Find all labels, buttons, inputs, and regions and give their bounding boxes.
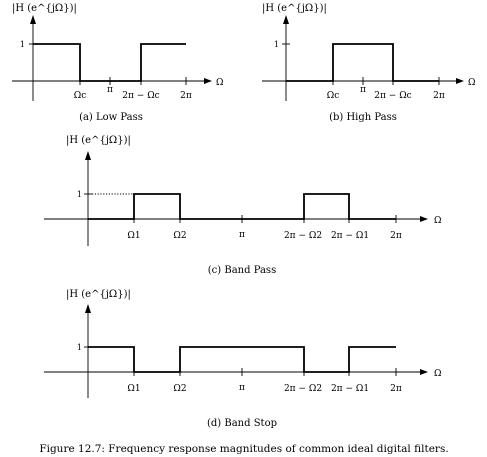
- panel-caption: (d) Band Stop: [207, 418, 277, 429]
- y-axis-arrowhead: [85, 151, 91, 160]
- x-axis-arrowhead: [204, 78, 212, 84]
- unit-label: 1: [20, 40, 25, 49]
- tick-label-omega-2: Ω2: [173, 384, 186, 394]
- unit-label: 1: [274, 40, 279, 49]
- omega-axis-label: Ω: [216, 78, 223, 88]
- response-curve: [88, 193, 396, 220]
- panel-caption: (b) High Pass: [329, 112, 397, 123]
- tick-label-two-pi-minus-omega-2: 2π − Ω2: [284, 384, 322, 394]
- tick-label-two-pi: 2π: [433, 91, 445, 101]
- tick-label-two-pi: 2π: [390, 384, 402, 394]
- magnitude-axis-label: |H (e^{jΩ})|: [66, 289, 131, 300]
- panel-band-pass: 1 |H (e^{jΩ})| Ω Ω1 Ω2 π 2π − Ω2 2π − Ω1…: [44, 135, 441, 276]
- y-axis-arrowhead: [30, 15, 36, 24]
- tick-label-omega-1: Ω1: [127, 384, 140, 394]
- tick-label-two-pi-minus-omega-c: 2π − Ωc: [374, 91, 411, 101]
- tick-label-two-pi-minus-omega-1: 2π − Ω1: [331, 231, 369, 241]
- magnitude-axis-label: |H (e^{jΩ})|: [262, 3, 327, 14]
- tick-label-two-pi-minus-omega-2: 2π − Ω2: [284, 231, 322, 241]
- tick-label-pi: π: [107, 85, 113, 95]
- y-axis-arrowhead: [283, 15, 289, 24]
- unit-label: 1: [77, 190, 82, 199]
- tick-label-pi: π: [239, 230, 245, 240]
- omega-axis-label: Ω: [434, 216, 441, 226]
- x-axis-arrowhead: [456, 78, 464, 84]
- magnitude-axis-label: |H (e^{jΩ})|: [66, 135, 131, 146]
- tick-label-two-pi-minus-omega-1: 2π − Ω1: [331, 384, 369, 394]
- tick-label-two-pi: 2π: [390, 231, 402, 241]
- tick-label-pi: π: [239, 383, 245, 393]
- unit-label: 1: [77, 343, 82, 352]
- response-curve: [88, 346, 396, 373]
- x-axis-arrowhead: [420, 216, 428, 222]
- omega-axis-label: Ω: [468, 78, 475, 88]
- panel-caption: (a) Low Pass: [79, 112, 143, 123]
- tick-label-pi: π: [360, 85, 366, 95]
- magnitude-axis-label: |H (e^{jΩ})|: [12, 3, 77, 14]
- response-curve: [286, 43, 439, 82]
- omega-axis-label: Ω: [434, 369, 441, 379]
- panel-high-pass: 1 |H (e^{jΩ})| Ω Ωc π 2π − Ωc 2π (b) Hig…: [262, 3, 475, 123]
- y-axis-arrowhead: [85, 304, 91, 313]
- figure-caption: Figure 12.7: Frequency response magnitud…: [39, 443, 448, 455]
- tick-label-omega-1: Ω1: [127, 231, 140, 241]
- x-axis-arrowhead: [420, 369, 428, 375]
- tick-label-omega-2: Ω2: [173, 231, 186, 241]
- panel-band-stop: 1 |H (e^{jΩ})| Ω Ω1 Ω2 π 2π − Ω2 2π − Ω1…: [44, 289, 441, 429]
- response-curve: [33, 43, 186, 82]
- panel-low-pass: 1 |H (e^{jΩ})| Ω Ωc π 2π − Ωc 2π (a) Low…: [12, 3, 223, 123]
- tick-label-omega-c: Ωc: [327, 91, 340, 101]
- panel-caption: (c) Band Pass: [208, 265, 276, 276]
- tick-label-two-pi: 2π: [180, 91, 192, 101]
- tick-label-omega-c: Ωc: [74, 91, 87, 101]
- tick-label-two-pi-minus-omega-c: 2π − Ωc: [122, 91, 159, 101]
